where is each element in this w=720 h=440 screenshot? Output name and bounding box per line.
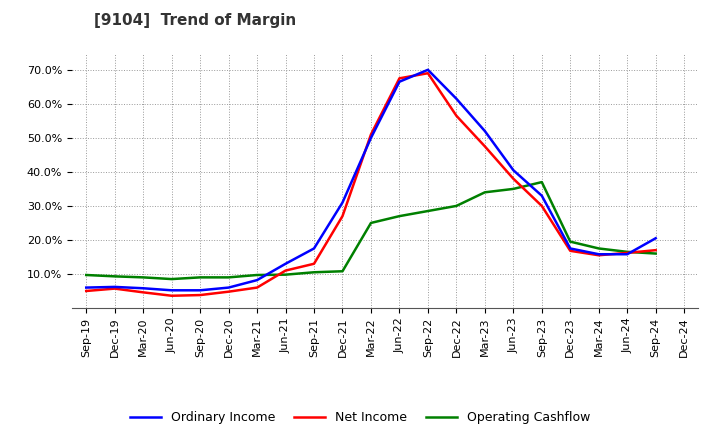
Net Income [366, 132, 375, 137]
Ordinary Income [282, 261, 290, 266]
Ordinary Income [537, 193, 546, 198]
Operating Cashflow [225, 275, 233, 280]
Ordinary Income [480, 128, 489, 134]
Operating Cashflow [423, 209, 432, 214]
Operating Cashflow [452, 203, 461, 209]
Net Income [310, 261, 318, 266]
Net Income [452, 113, 461, 118]
Ordinary Income [167, 288, 176, 293]
Net Income [509, 176, 518, 181]
Operating Cashflow [196, 275, 204, 280]
Ordinary Income [253, 278, 261, 283]
Operating Cashflow [338, 268, 347, 274]
Ordinary Income [395, 79, 404, 84]
Operating Cashflow [282, 272, 290, 277]
Operating Cashflow [537, 180, 546, 185]
Text: [9104]  Trend of Margin: [9104] Trend of Margin [94, 13, 296, 28]
Operating Cashflow [366, 220, 375, 226]
Ordinary Income [623, 252, 631, 257]
Net Income [338, 213, 347, 219]
Operating Cashflow [253, 272, 261, 278]
Ordinary Income [652, 235, 660, 241]
Ordinary Income [196, 288, 204, 293]
Legend: Ordinary Income, Net Income, Operating Cashflow: Ordinary Income, Net Income, Operating C… [125, 407, 595, 429]
Ordinary Income [452, 96, 461, 101]
Ordinary Income [366, 135, 375, 140]
Operating Cashflow [167, 276, 176, 282]
Ordinary Income [595, 252, 603, 257]
Line: Ordinary Income: Ordinary Income [86, 70, 656, 290]
Net Income [595, 253, 603, 258]
Operating Cashflow [509, 186, 518, 191]
Operating Cashflow [652, 251, 660, 256]
Line: Operating Cashflow: Operating Cashflow [86, 182, 656, 279]
Net Income [652, 248, 660, 253]
Net Income [253, 285, 261, 290]
Ordinary Income [509, 168, 518, 173]
Net Income [167, 293, 176, 298]
Ordinary Income [82, 285, 91, 290]
Net Income [110, 286, 119, 291]
Net Income [537, 203, 546, 209]
Operating Cashflow [395, 213, 404, 219]
Operating Cashflow [139, 275, 148, 280]
Ordinary Income [110, 284, 119, 290]
Ordinary Income [139, 286, 148, 291]
Ordinary Income [423, 67, 432, 73]
Operating Cashflow [82, 272, 91, 278]
Operating Cashflow [480, 190, 489, 195]
Net Income [623, 250, 631, 256]
Net Income [225, 289, 233, 294]
Ordinary Income [310, 246, 318, 251]
Operating Cashflow [566, 239, 575, 244]
Ordinary Income [225, 285, 233, 290]
Operating Cashflow [310, 270, 318, 275]
Line: Net Income: Net Income [86, 73, 656, 296]
Net Income [82, 288, 91, 293]
Ordinary Income [338, 200, 347, 205]
Operating Cashflow [595, 246, 603, 251]
Net Income [139, 290, 148, 295]
Ordinary Income [566, 246, 575, 251]
Net Income [196, 293, 204, 298]
Net Income [282, 268, 290, 273]
Operating Cashflow [623, 249, 631, 254]
Operating Cashflow [110, 274, 119, 279]
Net Income [566, 248, 575, 253]
Net Income [480, 144, 489, 149]
Net Income [423, 70, 432, 76]
Net Income [395, 76, 404, 81]
